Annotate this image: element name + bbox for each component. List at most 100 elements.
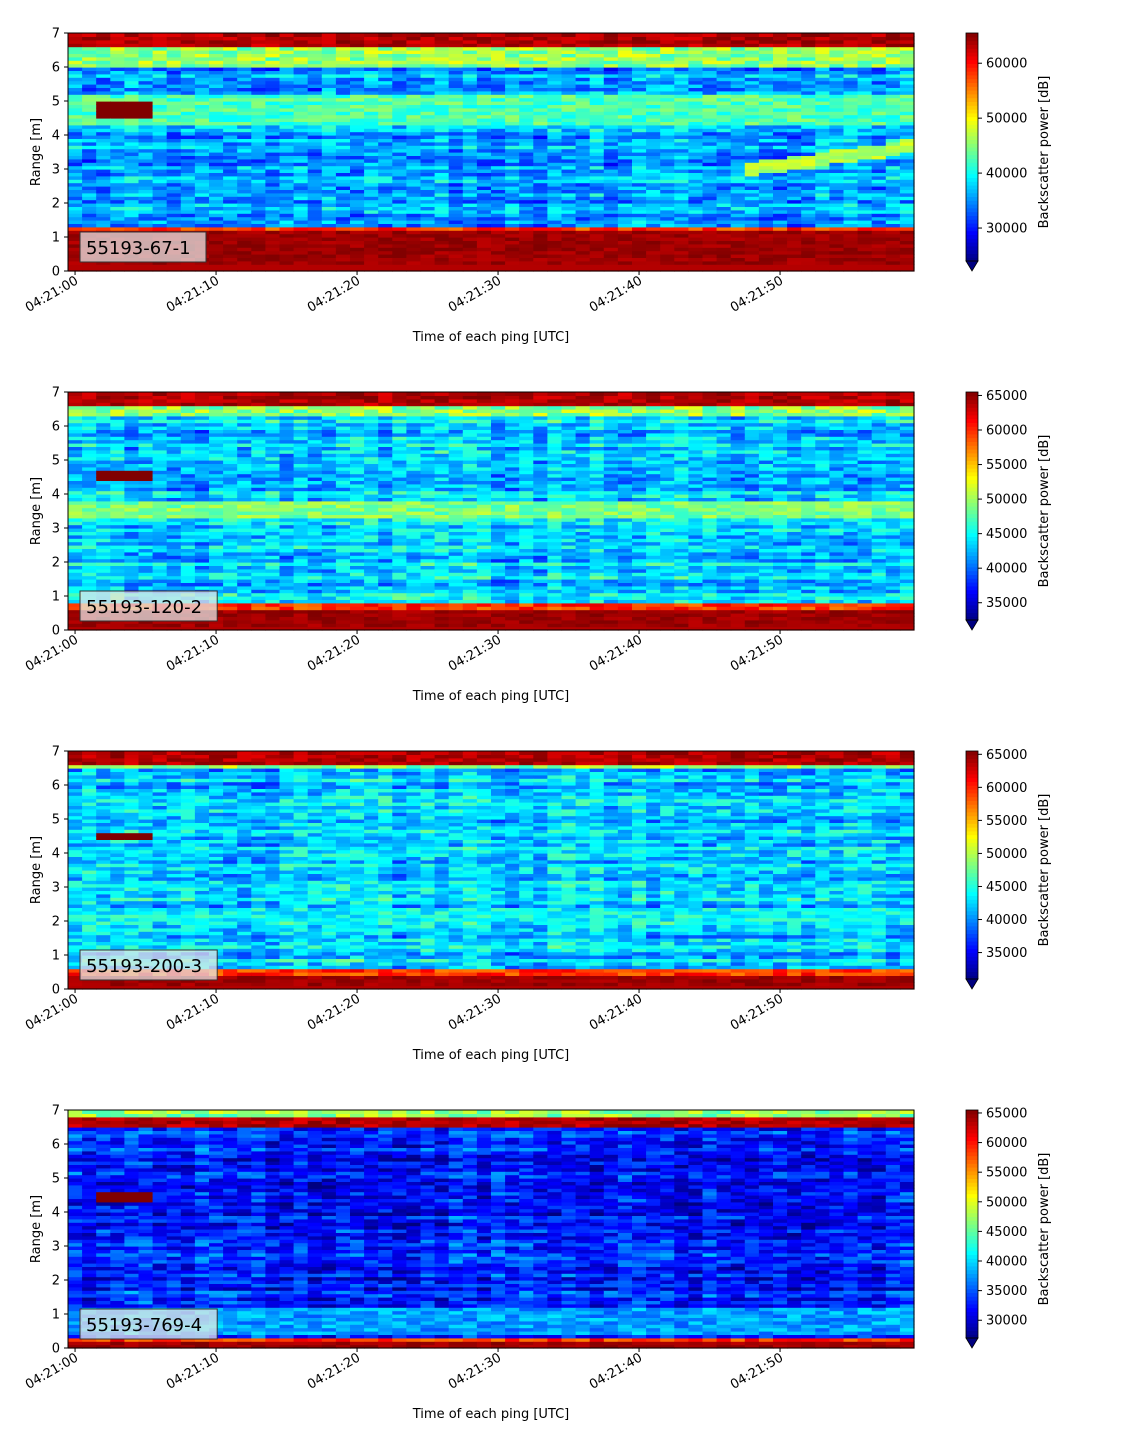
heatmap-cell [660,244,675,248]
heatmap-cell [829,132,844,136]
heatmap-cell [110,132,125,136]
heatmap-cell [491,217,506,221]
heatmap-cell [787,217,802,221]
heatmap-cell [167,193,182,197]
heatmap-cell [237,251,252,255]
heatmap-cell [421,159,436,163]
heatmap-cell [688,244,703,248]
heatmap-cell [265,210,280,214]
heatmap-cell [505,264,520,268]
heatmap-cell [632,193,647,197]
heatmap-cell [68,487,83,491]
heatmap-cell [660,264,675,268]
heatmap-cell [421,142,436,146]
heatmap-cell [449,176,464,180]
heatmap-cell [801,149,816,153]
heatmap-cell [392,210,407,214]
heatmap-cell [280,193,295,197]
heatmap-cell [336,33,351,37]
heatmap-cell [745,149,760,153]
heatmap-cell [68,159,83,163]
heatmap-cell [759,193,774,197]
heatmap-cell [96,183,111,187]
heatmap-cell [82,402,97,406]
heatmap-cell [731,227,746,231]
x-tick-label: 04:21:20 [305,273,363,315]
heatmap-cell [505,217,520,221]
heatmap-cell [251,264,266,268]
heatmap-cell [195,142,210,146]
heatmap-cell [519,217,534,221]
heatmap-cell [153,487,168,491]
heatmap-cell [562,251,577,255]
heatmap-cell [223,33,238,37]
heatmap-cell [82,487,97,491]
heatmap-cell [533,33,548,37]
heatmap-cell [139,193,154,197]
heatmap-cell [533,217,548,221]
heatmap-cell [604,200,619,204]
heatmap-cell [815,210,830,214]
heatmap-cell [646,210,661,214]
heatmap-cell [801,176,816,180]
heatmap-cell [392,193,407,197]
heatmap-cell [350,200,365,204]
heatmap-cell [815,159,830,163]
heatmap-cell [167,217,182,221]
heatmap-cell [251,193,266,197]
heatmap-cell [759,176,774,180]
heatmap-cell [350,234,365,238]
heatmap-cell [68,402,83,406]
colorbar-segment [966,60,978,64]
heatmap-cell [124,392,139,396]
heatmap-cell [547,149,562,153]
heatmap-cell [787,244,802,248]
colorbar-segment [966,166,978,170]
heatmap-cell [82,166,97,170]
panel-label: 55193-67-1 [86,238,191,259]
colorbar-segment [966,238,978,242]
y-axis-label: Range [m] [29,118,44,186]
heatmap-cell [378,159,393,163]
colorbar-segment [966,170,978,174]
heatmap-cell [674,264,689,268]
heatmap-cell [280,217,295,221]
heatmap-cell [195,436,210,440]
heatmap-cell [322,251,337,255]
heatmap-cell [308,227,323,231]
heatmap-cell [280,210,295,214]
heatmap-cell [251,251,266,255]
heatmap-cell [209,142,224,146]
heatmap-cell [181,436,196,440]
heatmap-cell [731,193,746,197]
y-tick-label: 4 [52,129,60,144]
colorbar-segment [966,128,978,132]
colorbar-segment [966,33,978,37]
heatmap-cell [294,227,309,231]
heatmap-cell [96,166,111,170]
heatmap-cell [223,227,238,231]
heatmap-cell [886,132,901,136]
heatmap-cell [829,264,844,268]
heatmap-cell [251,210,266,214]
heatmap-cell [392,200,407,204]
heatmap-cell [787,234,802,238]
heatmap-cell [815,142,830,146]
x-tick-label: 04:21:50 [728,273,786,315]
heatmap-cell [421,217,436,221]
heatmap-cell [237,217,252,221]
heatmap-cell [209,217,224,221]
heatmap-cell [167,166,182,170]
heatmap-cell [463,244,478,248]
x-tick-label: 04:21:10 [164,273,222,315]
heatmap-cell [421,33,436,37]
heatmap-cell [322,217,337,221]
heatmap-cell [322,183,337,187]
heatmap-cell [829,166,844,170]
heatmap-cell [223,142,238,146]
heatmap-cell [449,210,464,214]
heatmap-cell [322,149,337,153]
heatmap-cell [96,149,111,153]
heatmap-cell [322,200,337,204]
